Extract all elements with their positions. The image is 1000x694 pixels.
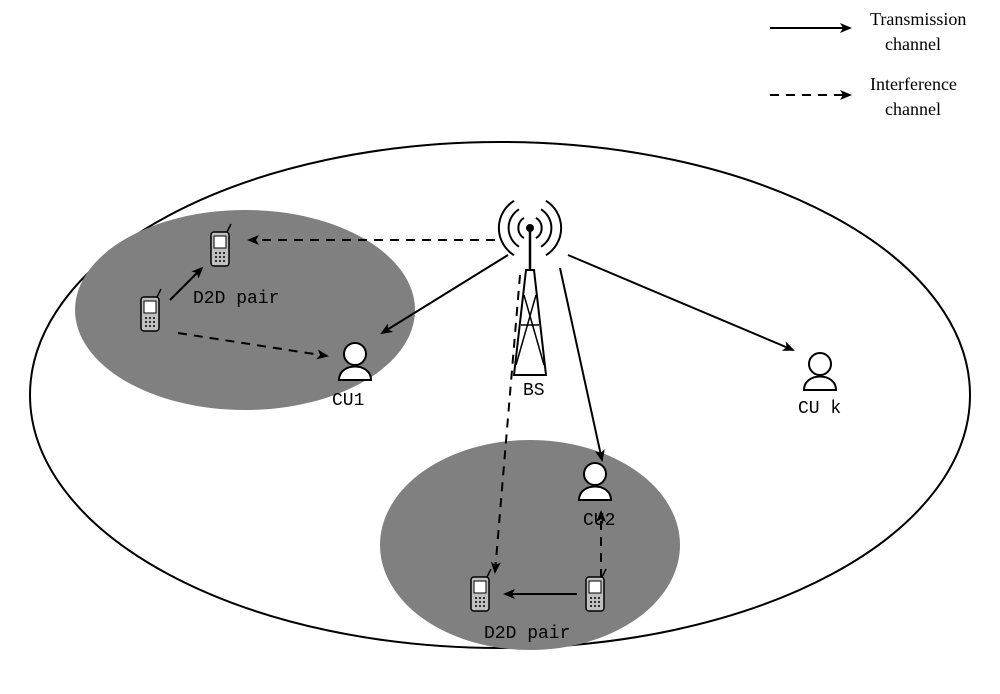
svg-text:D2D pair: D2D pair: [484, 624, 570, 644]
svg-text:BS: BS: [523, 381, 545, 401]
d2d-network-diagram: BS CU1 CU2 CU k D2D pair D2D pair Transmission…: [0, 0, 1000, 694]
svg-text:channel: channel: [885, 34, 941, 54]
svg-text:channel: channel: [885, 99, 941, 119]
svg-text:D2D pair: D2D pair: [193, 289, 279, 309]
svg-text:CU2: CU2: [583, 511, 615, 531]
svg-text:CU k: CU k: [798, 399, 841, 419]
svg-text:Interference: Interference: [870, 74, 957, 94]
svg-text:CU1: CU1: [332, 391, 364, 411]
svg-text:Transmission: Transmission: [870, 9, 966, 29]
